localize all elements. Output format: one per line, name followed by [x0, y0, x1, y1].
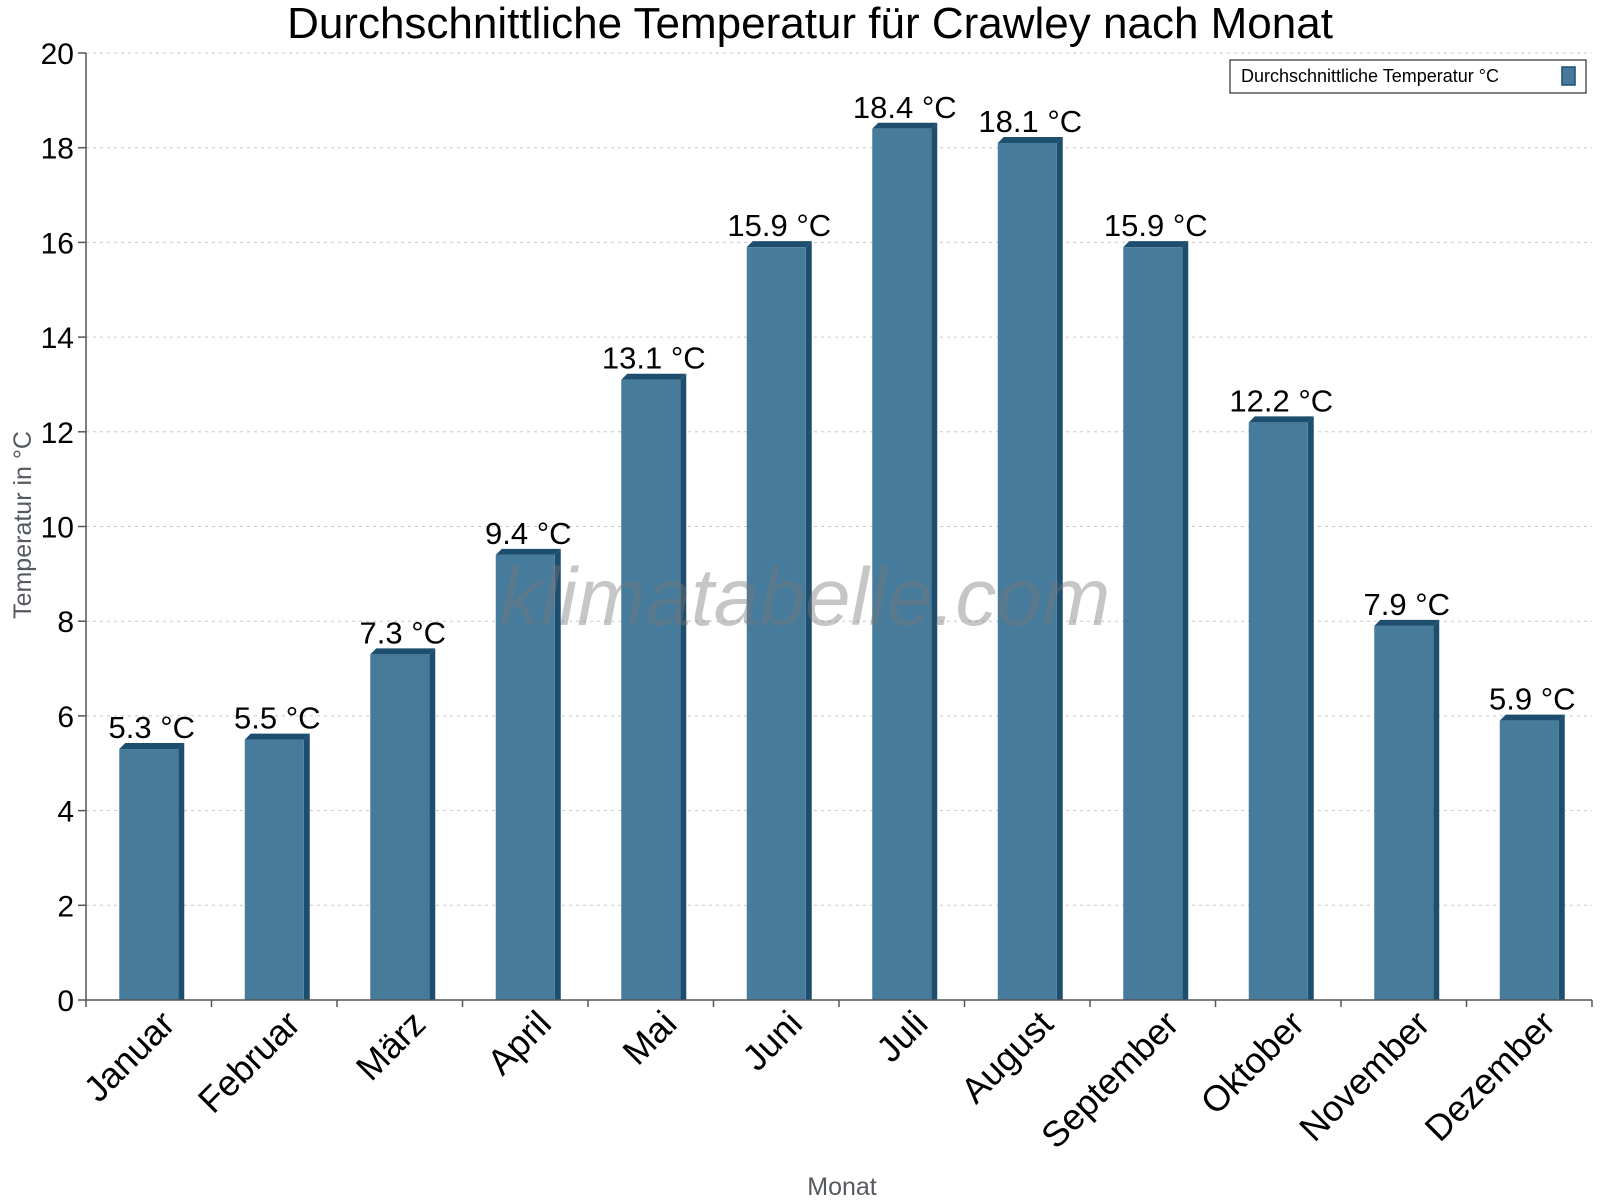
- legend: Durchschnittliche Temperatur °C: [1229, 59, 1587, 94]
- y-tick-label: 6: [57, 701, 74, 734]
- bar-front: [872, 128, 932, 1000]
- data-label: 18.4 °C: [853, 90, 957, 125]
- data-label: 15.9 °C: [1104, 208, 1208, 243]
- x-tick-label: Dezember: [1416, 1003, 1562, 1149]
- bar-front: [997, 142, 1057, 1001]
- bar-oktober: [1248, 416, 1314, 1001]
- bar-side: [303, 733, 310, 1000]
- y-tick-label: 10: [41, 512, 74, 545]
- bar-top: [1123, 241, 1189, 248]
- x-tick-label: April: [479, 1003, 559, 1083]
- x-tick-label: Januar: [76, 1003, 183, 1110]
- bar-front: [119, 749, 179, 1000]
- x-axis-title: Monat: [807, 1173, 877, 1200]
- x-tick-label: Oktober: [1192, 1003, 1312, 1123]
- y-tick-label: 20: [41, 38, 74, 71]
- bar-front: [1499, 720, 1559, 1000]
- chart-title: Durchschnittliche Temperatur für Crawley…: [287, 0, 1333, 48]
- data-labels: 5.3 °C 5.5 °C 7.3 °C 9.4 °C 13.1 °C 15.9 °C 18…: [109, 90, 1576, 745]
- bar-front: [1123, 247, 1183, 1000]
- bar-top: [370, 648, 436, 655]
- x-tick-label: März: [348, 1003, 434, 1089]
- watermark: klimatabelle.com: [500, 552, 1111, 643]
- bar-top: [997, 136, 1063, 143]
- bar-top: [746, 241, 812, 248]
- bar-side: [1182, 241, 1189, 1000]
- x-tick-label: August: [953, 1003, 1061, 1111]
- data-label: 15.9 °C: [727, 208, 831, 243]
- bar-front: [621, 379, 681, 1001]
- bar-front: [746, 247, 806, 1000]
- bar-top: [621, 373, 687, 380]
- bar-side: [680, 373, 687, 1001]
- data-label: 7.3 °C: [360, 615, 447, 650]
- x-tick-label: Mai: [614, 1003, 684, 1073]
- bar-dezember: [1499, 714, 1565, 1000]
- legend-box: [1229, 59, 1587, 94]
- y-tick-label: 16: [41, 227, 74, 260]
- x-tick-label: Juli: [868, 1003, 935, 1070]
- y-tick-label: 0: [57, 985, 74, 1018]
- y-tick-label: 4: [57, 796, 74, 829]
- data-label: 5.9 °C: [1489, 682, 1576, 717]
- y-axis-title: Temperatur in °C: [9, 431, 37, 619]
- x-tick-label: Juni: [734, 1003, 810, 1079]
- bar-top: [119, 743, 185, 750]
- data-label: 7.9 °C: [1364, 587, 1451, 622]
- bar-side: [805, 241, 812, 1000]
- bar-front: [495, 554, 555, 1000]
- bar-front: [370, 654, 430, 1000]
- data-label: 5.5 °C: [234, 701, 321, 736]
- bar-front: [1374, 625, 1434, 1000]
- x-tick-label: September: [1033, 1003, 1187, 1157]
- bars: [119, 122, 1565, 1001]
- bar-juli: [872, 122, 938, 1000]
- bar-august: [997, 136, 1063, 1001]
- y-tick-label: 2: [57, 890, 74, 923]
- bar-januar: [119, 743, 185, 1000]
- bar-side: [178, 743, 185, 1000]
- bar-top: [495, 548, 561, 555]
- bar-front: [244, 739, 304, 1000]
- bar-side: [1056, 136, 1063, 1001]
- data-label: 5.3 °C: [109, 710, 196, 745]
- bar-februar: [244, 733, 310, 1000]
- bar-märz: [370, 648, 436, 1000]
- bar-top: [1499, 714, 1565, 721]
- bar-november: [1374, 619, 1440, 1000]
- gridlines: [86, 52, 1592, 906]
- y-tick-label: 18: [41, 133, 74, 166]
- data-label: 13.1 °C: [602, 341, 706, 376]
- bar-side: [1307, 416, 1314, 1001]
- bar-side: [1433, 619, 1440, 1000]
- y-tick-label: 8: [57, 606, 74, 639]
- x-tick-label: Februar: [190, 1003, 308, 1121]
- bar-side: [429, 648, 436, 1000]
- bar-front: [1248, 422, 1308, 1001]
- bar-mai: [621, 373, 687, 1001]
- bar-top: [1374, 619, 1440, 626]
- bar-side: [554, 548, 561, 1000]
- y-tick-label: 12: [41, 417, 74, 450]
- data-label: 9.4 °C: [485, 516, 572, 551]
- legend-label: Durchschnittliche Temperatur °C: [1241, 66, 1499, 86]
- data-label: 18.1 °C: [978, 104, 1082, 139]
- bar-top: [1248, 416, 1314, 423]
- bar-juni: [746, 241, 812, 1000]
- data-label: 12.2 °C: [1229, 383, 1333, 418]
- bar-september: [1123, 241, 1189, 1000]
- y-tick-label: 14: [41, 322, 74, 355]
- bar-top: [244, 733, 310, 740]
- legend-swatch: [1561, 66, 1576, 86]
- bar-april: [495, 548, 561, 1000]
- x-tick-label: November: [1291, 1003, 1437, 1149]
- bar-side: [1558, 714, 1565, 1000]
- bar-top: [872, 122, 938, 129]
- bar-side: [931, 122, 938, 1000]
